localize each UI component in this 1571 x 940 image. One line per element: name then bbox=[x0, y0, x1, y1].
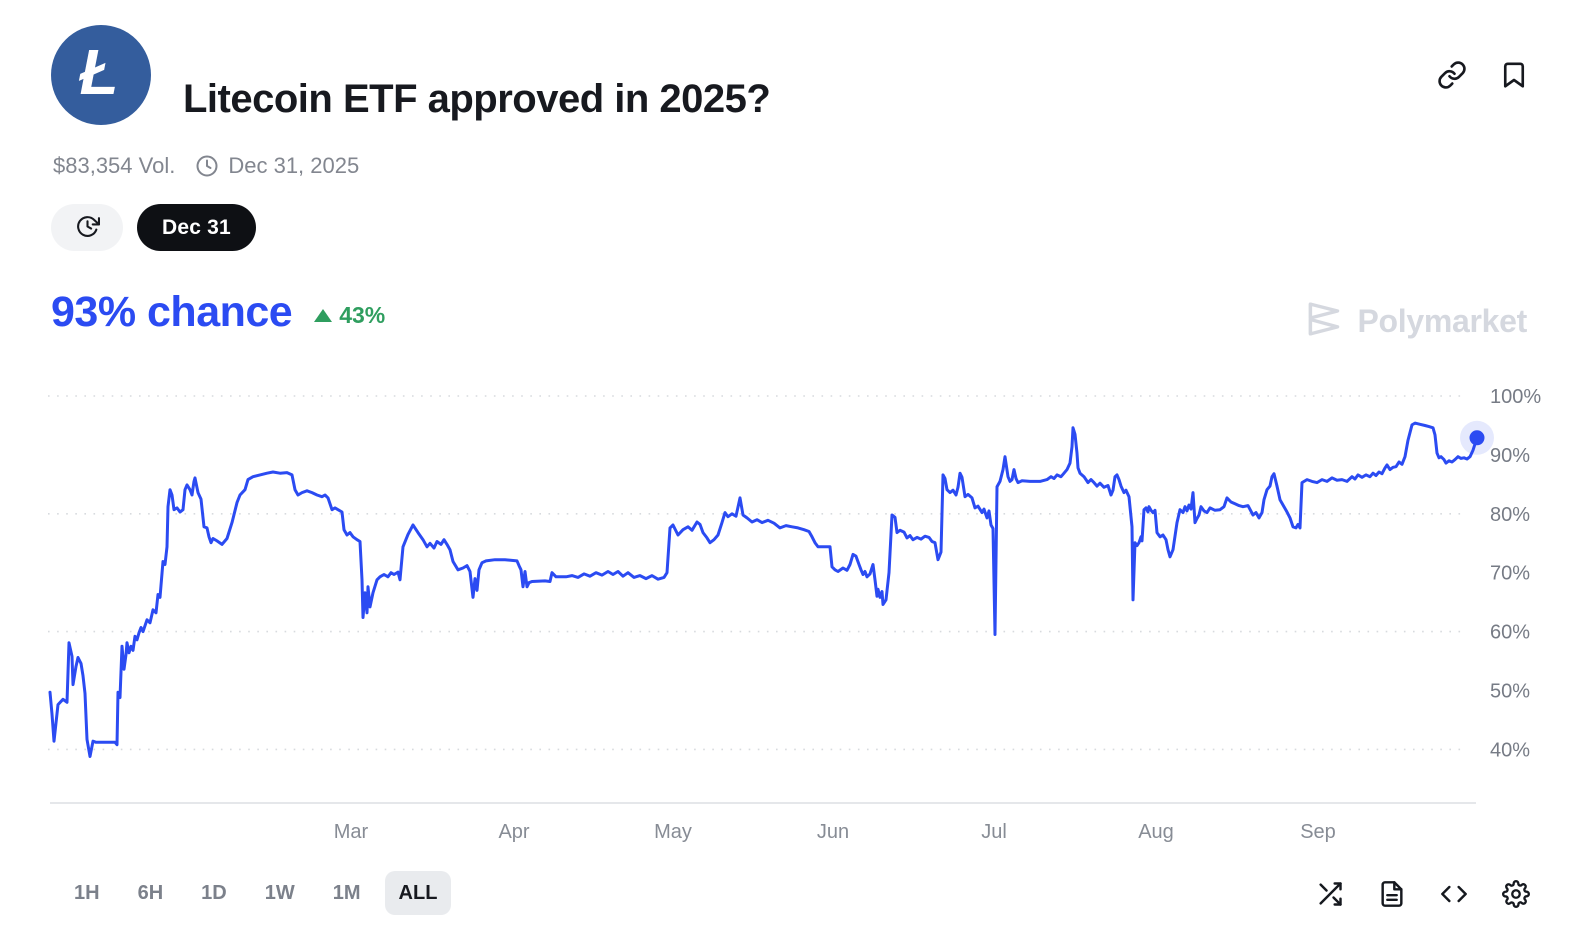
range-1w-button[interactable]: 1W bbox=[251, 871, 309, 915]
rules-button[interactable] bbox=[1376, 878, 1408, 910]
change-label: 43% bbox=[339, 302, 386, 328]
y-tick-label: 50% bbox=[1490, 681, 1530, 703]
volume-label: $83,354 Vol. bbox=[53, 153, 176, 178]
x-tick-label: Jul bbox=[981, 821, 1007, 843]
range-all-button[interactable]: ALL bbox=[384, 871, 452, 915]
range-6h-button[interactable]: 6H bbox=[124, 871, 178, 915]
bookmark-button[interactable] bbox=[1497, 58, 1531, 92]
polymarket-brand-label: Polymarket bbox=[1357, 303, 1527, 339]
range-buttons: 1H 6H 1D 1W 1M ALL bbox=[60, 871, 452, 915]
x-tick-label: Jun bbox=[817, 821, 849, 843]
code-icon bbox=[1440, 880, 1468, 908]
litecoin-logo: Ł bbox=[51, 25, 151, 125]
latest-point-dot bbox=[1469, 430, 1485, 446]
settings-button[interactable] bbox=[1500, 878, 1532, 910]
range-1m-button[interactable]: 1M bbox=[319, 871, 375, 915]
polymarket-watermark: Polymarket bbox=[1303, 298, 1527, 345]
probability-line bbox=[48, 421, 1479, 758]
bookmark-icon bbox=[1499, 60, 1529, 90]
change-indicator: 43% bbox=[314, 302, 385, 329]
outcome-row: 93% chance 43% bbox=[51, 288, 385, 337]
litecoin-glyph: Ł bbox=[79, 36, 119, 108]
y-tick-label: 40% bbox=[1490, 739, 1530, 761]
market-meta: $83,354 Vol. Dec 31, 2025 bbox=[53, 153, 359, 179]
footer-actions bbox=[1314, 878, 1532, 910]
deadline-chip[interactable]: Dec 31 bbox=[137, 204, 256, 251]
x-tick-label: Mar bbox=[334, 821, 369, 843]
y-tick-label: 80% bbox=[1490, 504, 1530, 526]
x-tick-label: Sep bbox=[1300, 821, 1336, 843]
x-tick-label: Apr bbox=[498, 821, 529, 843]
triangle-up-icon bbox=[314, 309, 333, 322]
x-tick-label: Aug bbox=[1138, 821, 1174, 843]
y-tick-label: 70% bbox=[1490, 563, 1530, 585]
y-tick-label: 90% bbox=[1490, 445, 1530, 467]
range-1d-button[interactable]: 1D bbox=[187, 871, 241, 915]
page-title: Litecoin ETF approved in 2025? bbox=[183, 76, 771, 121]
random-market-button[interactable] bbox=[1314, 878, 1346, 910]
clock-history-icon bbox=[75, 214, 100, 242]
y-tick-label: 100% bbox=[1490, 388, 1541, 408]
settings-icon bbox=[1502, 880, 1530, 908]
y-tick-label: 60% bbox=[1490, 622, 1530, 644]
x-tick-label: May bbox=[654, 821, 692, 843]
end-date-label: Dec 31, 2025 bbox=[228, 153, 360, 178]
timeline-toggle-button[interactable] bbox=[51, 204, 123, 251]
embed-button[interactable] bbox=[1438, 878, 1470, 910]
probability-chart[interactable]: 100% 90% 80% 70% 60% 50% 40% Mar Apr May Jun Jul Aug… bbox=[0, 388, 1571, 863]
link-icon bbox=[1437, 60, 1467, 90]
deadline-chips: Dec 31 bbox=[51, 204, 256, 251]
copy-link-button[interactable] bbox=[1435, 58, 1469, 92]
range-1h-button[interactable]: 1H bbox=[60, 871, 114, 915]
header-actions bbox=[1435, 58, 1531, 92]
clock-icon bbox=[195, 154, 219, 178]
polymarket-logo-icon bbox=[1303, 298, 1345, 345]
document-icon bbox=[1378, 880, 1406, 908]
shuffle-icon bbox=[1316, 880, 1344, 908]
chance-label: 93% chance bbox=[51, 288, 293, 336]
